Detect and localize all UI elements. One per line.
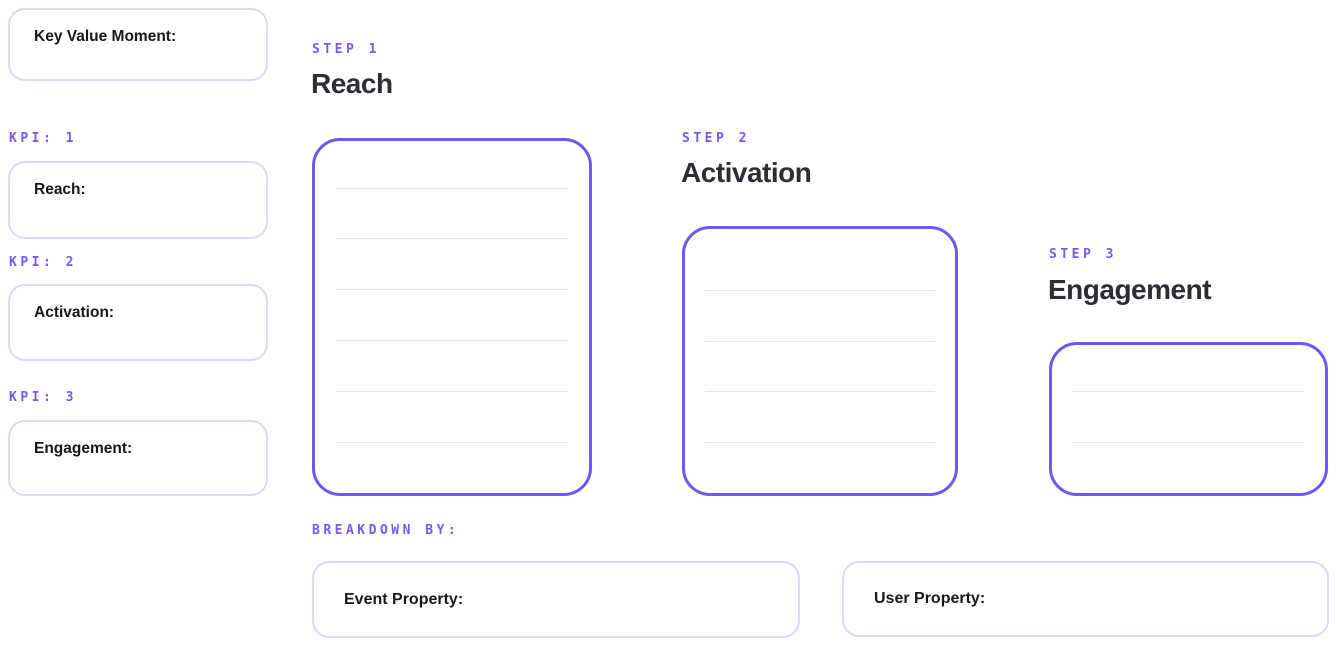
step-2-activation-box[interactable] [682,226,958,496]
event-property-label: Event Property: [344,590,464,608]
step-1-tag: STEP 1 [312,42,380,57]
ruled-line [705,391,935,392]
ruled-line [1072,442,1305,443]
step-2-title: Activation [681,157,812,188]
ruled-line [335,289,569,290]
step-1-reach-box[interactable] [312,138,592,496]
kpi-1-reach-label: Reach: [34,181,86,198]
step-3-engagement-box[interactable] [1049,342,1328,496]
breakdown-by-tag: BREAKDOWN BY: [312,523,460,538]
ruled-line [705,442,935,443]
kpi-3-engagement-box[interactable]: Engagement: [8,420,268,496]
step-3-tag: STEP 3 [1049,247,1117,262]
event-property-box[interactable]: Event Property: [312,561,800,638]
kpi-1-tag: KPI: 1 [9,131,77,146]
ruled-line [335,238,569,239]
kpi-2-activation-box[interactable]: Activation: [8,284,268,361]
ruled-line [335,340,569,341]
kpi-3-engagement-label: Engagement: [34,440,133,457]
step-1-title: Reach [311,68,393,99]
kpi-1-reach-box[interactable]: Reach: [8,161,268,239]
ruled-line [705,341,935,342]
key-value-moment-label: Key Value Moment: [34,28,177,45]
ruled-line [335,442,569,443]
ruled-line [335,188,569,189]
step-2-tag: STEP 2 [682,131,750,146]
step-3-title: Engagement [1048,274,1212,305]
user-property-box[interactable]: User Property: [842,561,1329,637]
key-value-moment-box[interactable]: Key Value Moment: [8,8,268,81]
ruled-line [335,391,569,392]
ruled-line [1072,391,1305,392]
kpi-3-tag: KPI: 3 [9,390,77,405]
kpi-2-tag: KPI: 2 [9,255,77,270]
kpi-2-activation-label: Activation: [34,304,115,321]
ruled-line [705,290,935,291]
user-property-label: User Property: [874,590,986,607]
